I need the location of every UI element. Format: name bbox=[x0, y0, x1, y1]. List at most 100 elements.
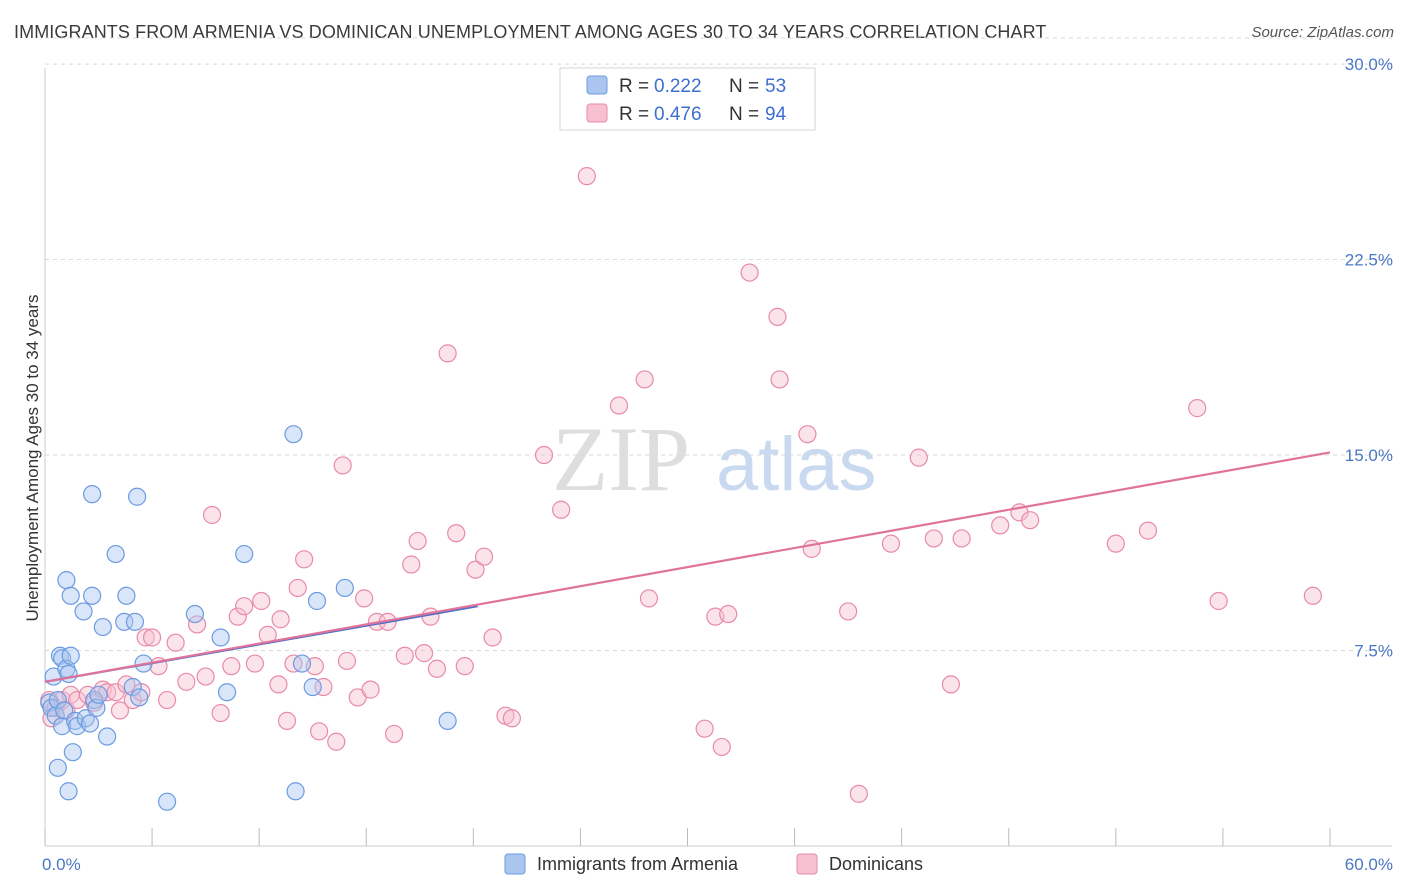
gridlines bbox=[45, 37, 1392, 652]
point-dominicans bbox=[222, 657, 241, 676]
series-legend-swatch-dominicans bbox=[796, 853, 818, 875]
point-dominicans bbox=[355, 589, 374, 608]
series-legend-label-armenia: Immigrants from Armenia bbox=[537, 854, 739, 874]
point-dominicans bbox=[798, 425, 817, 444]
point-armenia bbox=[292, 654, 312, 673]
point-dominicans bbox=[245, 654, 264, 673]
legend-n-label-armenia: N = bbox=[729, 76, 759, 97]
point-dominicans bbox=[310, 722, 329, 741]
point-armenia bbox=[286, 782, 305, 801]
point-dominicans bbox=[269, 675, 288, 694]
point-armenia bbox=[59, 664, 78, 684]
series-legend: Immigrants from Armenia Dominicans bbox=[504, 853, 923, 875]
point-dominicans bbox=[211, 703, 230, 723]
point-dominicans bbox=[635, 370, 654, 389]
point-armenia bbox=[185, 604, 205, 624]
point-armenia bbox=[57, 571, 76, 590]
legend-swatch-armenia bbox=[586, 75, 608, 95]
y-tick-label: 30.0% bbox=[1345, 55, 1393, 74]
point-armenia bbox=[46, 706, 65, 725]
point-dominicans bbox=[277, 711, 297, 730]
point-armenia bbox=[303, 677, 322, 697]
point-dominicans bbox=[337, 651, 357, 671]
scatter-points bbox=[40, 167, 1322, 811]
point-dominicans bbox=[639, 589, 659, 608]
point-armenia bbox=[217, 683, 237, 702]
point-armenia bbox=[98, 727, 117, 746]
point-armenia bbox=[93, 617, 112, 637]
point-dominicans bbox=[421, 607, 440, 626]
point-dominicans bbox=[502, 709, 521, 728]
point-dominicans bbox=[384, 724, 404, 744]
y-tick-label: 22.5% bbox=[1345, 251, 1393, 270]
point-dominicans bbox=[924, 529, 943, 548]
legend-r-label-armenia: R = bbox=[619, 76, 649, 97]
point-dominicans bbox=[719, 604, 738, 624]
point-dominicans bbox=[202, 505, 222, 525]
point-dominicans bbox=[142, 628, 162, 647]
point-dominicans bbox=[427, 659, 447, 678]
point-dominicans bbox=[228, 607, 247, 626]
point-armenia bbox=[63, 743, 82, 762]
y-tick-label: 15.0% bbox=[1345, 446, 1393, 465]
point-armenia bbox=[115, 612, 134, 631]
point-dominicans bbox=[839, 602, 858, 621]
point-armenia bbox=[61, 586, 80, 605]
point-dominicans bbox=[1303, 586, 1322, 605]
point-dominicans bbox=[196, 667, 215, 686]
point-dominicans bbox=[402, 555, 421, 574]
point-dominicans bbox=[552, 500, 571, 519]
point-dominicans bbox=[474, 547, 494, 566]
legend-r-label-dominicans: R = bbox=[619, 104, 649, 125]
point-armenia bbox=[74, 602, 93, 621]
point-dominicans bbox=[110, 701, 130, 720]
point-armenia bbox=[61, 646, 80, 665]
point-dominicans bbox=[1209, 591, 1228, 611]
point-dominicans bbox=[288, 578, 307, 598]
x-axis-ticks bbox=[44, 828, 1331, 846]
stats-legend: R = 0.222 N = 53 R = 0.476 N = 94 bbox=[559, 67, 816, 131]
point-dominicans bbox=[136, 628, 155, 647]
point-armenia bbox=[123, 677, 142, 697]
point-dominicans bbox=[881, 534, 901, 553]
point-armenia bbox=[307, 591, 327, 611]
point-armenia bbox=[117, 586, 136, 605]
point-armenia bbox=[48, 758, 67, 777]
legend-swatch-dominicans bbox=[586, 103, 608, 123]
point-dominicans bbox=[1021, 511, 1040, 530]
legend-n-label-dominicans: N = bbox=[729, 104, 759, 125]
point-dominicans bbox=[157, 690, 177, 710]
point-dominicans bbox=[577, 167, 596, 186]
point-dominicans bbox=[1138, 521, 1158, 540]
point-dominicans bbox=[447, 524, 466, 543]
point-dominicans bbox=[333, 456, 352, 475]
point-armenia bbox=[83, 485, 102, 504]
series-legend-label-dominicans: Dominicans bbox=[829, 854, 923, 874]
point-dominicans bbox=[941, 675, 961, 694]
point-dominicans bbox=[177, 672, 196, 691]
point-armenia bbox=[235, 544, 254, 564]
point-armenia bbox=[125, 612, 145, 631]
point-dominicans bbox=[609, 396, 629, 415]
point-dominicans bbox=[483, 628, 502, 647]
point-armenia bbox=[130, 688, 149, 707]
point-armenia bbox=[89, 685, 108, 704]
point-dominicans bbox=[166, 633, 185, 652]
source-label: Source: ZipAtlas.com bbox=[1251, 24, 1394, 41]
point-armenia bbox=[438, 711, 457, 730]
x-tick-label-start: 0.0% bbox=[42, 855, 81, 874]
point-dominicans bbox=[740, 263, 759, 282]
point-armenia bbox=[80, 714, 100, 733]
watermark-zip: ZIP bbox=[552, 408, 690, 510]
point-dominicans bbox=[1188, 399, 1207, 418]
point-dominicans bbox=[395, 646, 414, 665]
y-axis-title: Unemployment Among Ages 30 to 34 years bbox=[23, 295, 42, 622]
legend-r-value-armenia: 0.222 bbox=[654, 76, 702, 97]
point-dominicans bbox=[414, 644, 434, 663]
chart-title: IMMIGRANTS FROM ARMENIA VS DOMINICAN UNE… bbox=[14, 22, 1047, 42]
point-dominicans bbox=[271, 610, 290, 629]
legend-r-value-dominicans: 0.476 bbox=[654, 104, 702, 125]
x-tick-label-end: 60.0% bbox=[1345, 855, 1393, 874]
point-armenia bbox=[157, 792, 177, 811]
